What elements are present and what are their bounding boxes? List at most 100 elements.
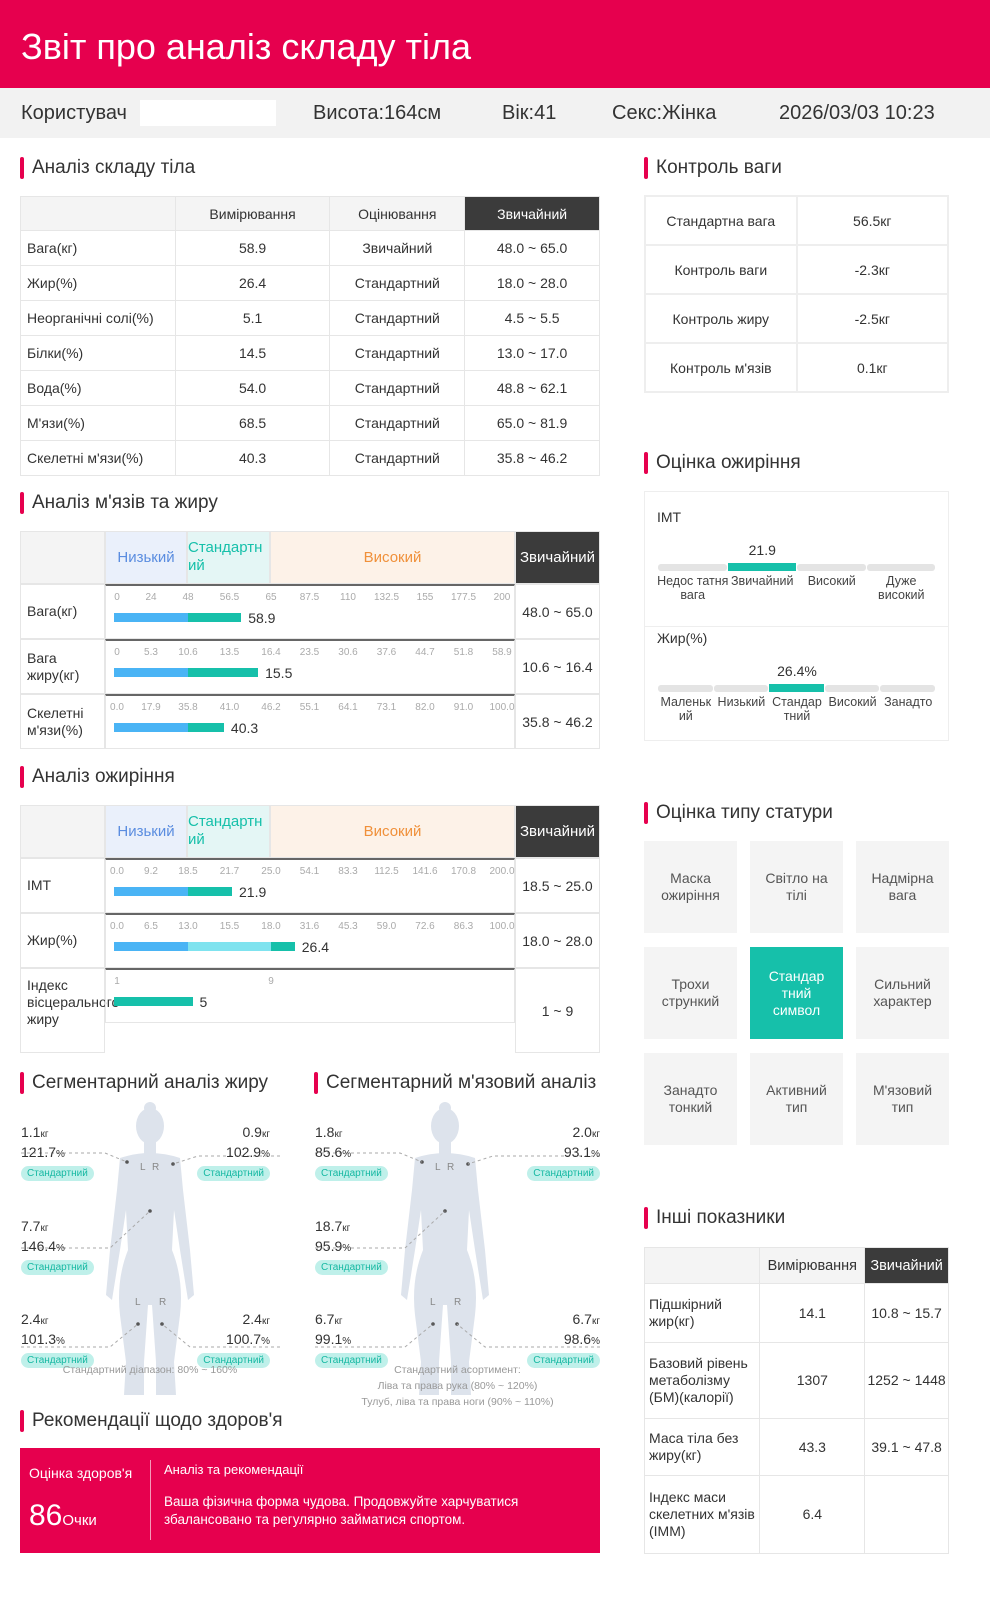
tick-label: 73.1 [376, 702, 397, 713]
row-label: Вага жиру(кг) [20, 639, 105, 694]
tick-label: 56.5 [219, 592, 240, 603]
tick-label: 48 [182, 592, 194, 603]
svg-text:R: R [447, 1162, 454, 1173]
divider [645, 626, 948, 627]
pct-unit: % [56, 1149, 65, 1160]
table-cell: Стандартний [329, 405, 466, 441]
svg-text:L: L [135, 1297, 141, 1308]
body-type-cell: Активний тип [750, 1053, 843, 1145]
tick-label: 31.6 [299, 921, 320, 932]
table-row: Стандартна вага 56.5кг [644, 195, 950, 246]
body-type-cell: Трохи стрункий [644, 947, 737, 1039]
table-cell: Індекс маси скелетних м'язів (IMM) [643, 1475, 761, 1554]
pct-unit: % [261, 1149, 270, 1160]
table-cell: Стандартна вага [644, 195, 798, 246]
health-recommendation-box: Оцінка здоров'я 86Очки Аналіз та рекомен… [20, 1448, 600, 1553]
tick-label: 6.5 [144, 921, 158, 932]
table-row: Підшкірний жир(кг) 14.1 10.8 ~ 15.7 [643, 1283, 949, 1343]
muscle-fat-table: Низький Стандартний Високий Звичайний Вага(к… [20, 531, 600, 749]
pct-unit: % [591, 1336, 600, 1347]
tick-label: 13.5 [219, 647, 240, 658]
right_leg-kg: 2.4кг [243, 1311, 271, 1327]
kg-value: 2.0 [572, 1124, 592, 1140]
table-header-row: Вимірювання Оцінювання Звичайний [20, 196, 600, 231]
table-cell: М'язи(%) [20, 405, 176, 441]
row-normal: 48.0 ~ 65.0 [515, 584, 600, 639]
bar-value-label: 5 [199, 994, 208, 1010]
left_arm-status-badge: Стандартний [315, 1166, 388, 1181]
bar-segment [114, 723, 188, 732]
body-type-cell: Надмірна вага [856, 841, 949, 933]
body-type-cell: Сильний характер [856, 947, 949, 1039]
table-cell: 18.0 ~ 28.0 [464, 265, 600, 301]
table-cell: Маса тіла без жиру(кг) [643, 1418, 761, 1476]
kg-value: 2.4 [21, 1311, 41, 1327]
svg-text:L: L [435, 1162, 441, 1173]
tick-label: 141.6 [412, 866, 438, 877]
tick-label: 112.5 [374, 866, 399, 877]
health-score-label: Оцінка здоров'я [29, 1465, 133, 1481]
kg-value: 1.1 [21, 1124, 41, 1140]
svg-text:R: R [159, 1297, 166, 1308]
body-type-cell: Маска ожиріння [644, 841, 737, 933]
tick-label: 24 [145, 592, 157, 603]
table-cell: 26.4 [174, 265, 331, 301]
table-row: Базовий рівень метаболізму (БМ)(калорії)… [643, 1342, 949, 1419]
row-label: IMT [20, 858, 105, 913]
table-cell: 13.0 ~ 17.0 [464, 335, 600, 371]
tick-label: 72.6 [415, 921, 435, 932]
table-cell: 0.1кг [795, 342, 950, 393]
table-row: Контроль м'язів 0.1кг [644, 342, 950, 393]
right_arm-pct: 102.9% [226, 1144, 270, 1160]
right_arm-pct: 93.1% [564, 1144, 600, 1160]
tick-label: 55.1 [299, 702, 320, 713]
pct-unit: % [591, 1149, 600, 1160]
table-cell: 35.8 ~ 46.2 [464, 440, 600, 476]
bar-segment [114, 613, 188, 622]
table-row: Білки(%) 14.5 Стандартний 13.0 ~ 17.0 [20, 335, 600, 371]
imt-category-label: Дуже високий [878, 574, 925, 602]
column-header: Вимірювання [174, 196, 331, 231]
column-header [20, 196, 176, 231]
row-chart: 0.0 9.2 18.5 21.7 25.0 54.1 83.3 112.5 141.6 170.… [105, 858, 515, 913]
section-title-obesity: Аналіз ожиріння [20, 766, 175, 788]
header-low: Низький [105, 531, 187, 584]
body-type-cell: М'язовий тип [856, 1053, 949, 1145]
pct-unit: % [342, 1149, 352, 1160]
right_arm-status-badge: Стандартний [527, 1166, 600, 1181]
score-unit: Очки [62, 1512, 97, 1529]
user-label: Користувач [21, 102, 127, 124]
trunk-status-badge: Стандартний [315, 1260, 388, 1275]
table-cell: Білки(%) [20, 335, 176, 371]
kg-value: 7.7 [21, 1218, 41, 1234]
bar-segment [188, 942, 271, 951]
section-title-obesity-eval: Оцінка ожиріння [644, 452, 801, 474]
health-score: 86Очки [29, 1499, 97, 1533]
svg-text:R: R [454, 1297, 461, 1308]
right_leg-kg: 6.7кг [573, 1311, 601, 1327]
tick-label: 15.5 [219, 921, 240, 932]
tick-label: 100.0 [489, 921, 515, 932]
table-cell: 10.8 ~ 15.7 [864, 1283, 949, 1343]
tick-label: 170.8 [450, 866, 477, 877]
left_leg-status-badge: Стандартний [315, 1353, 388, 1368]
bar-segment [271, 942, 295, 951]
tick-label: 0.0 [110, 866, 124, 877]
table-cell: 43.3 [759, 1418, 866, 1476]
tick-label: 91.0 [453, 702, 474, 713]
note-line: Тулуб, ліва та права ноги (90% ~ 110%) [361, 1396, 554, 1408]
tick-label: 58.9 [492, 647, 512, 658]
bar-segment [114, 887, 188, 896]
analysis-text: Ваша фізична форма чудова. Продовжуйте х… [164, 1494, 519, 1527]
kg-unit: кг [342, 1223, 351, 1234]
tick-label: 100.0 [489, 702, 515, 713]
obesity-table: Низький Стандартний Високий Звичайний IMT 0.0… [20, 805, 600, 1053]
body-silhouette: L RL R [315, 1102, 600, 1395]
divider [150, 1460, 151, 1540]
imt-scale-segment [727, 563, 796, 571]
section-title-health: Рекомендації щодо здоров'я [20, 1410, 283, 1432]
kg-unit: кг [591, 1129, 600, 1140]
tick-label: 44.7 [415, 647, 435, 658]
kg-unit: кг [40, 1223, 49, 1234]
table-cell: 58.9 [174, 230, 331, 266]
